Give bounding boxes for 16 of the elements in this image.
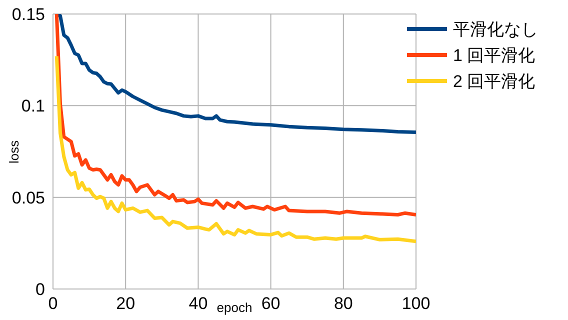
legend-label: 平滑化なし [453, 18, 538, 40]
x-axis-title: epoch [216, 300, 252, 315]
y-tick-label: 0.05 [12, 188, 45, 208]
x-tick-label: 60 [261, 294, 280, 314]
x-tick-label: 20 [116, 294, 136, 314]
y-tick-label: 0.15 [12, 5, 45, 24]
x-tick-label: 100 [402, 294, 430, 314]
y-axis-title: loss [6, 140, 22, 164]
y-tick-label: 0 [36, 280, 45, 300]
y-tick-label: 0.1 [21, 96, 45, 116]
x-tick-label: 40 [188, 294, 208, 314]
x-tick-label: 80 [334, 294, 353, 314]
legend-label: 2 回平滑化 [453, 70, 536, 92]
x-tick-label: 0 [48, 294, 58, 314]
line-series [54, 54, 416, 244]
legend-label: 1 回平滑化 [453, 44, 536, 66]
